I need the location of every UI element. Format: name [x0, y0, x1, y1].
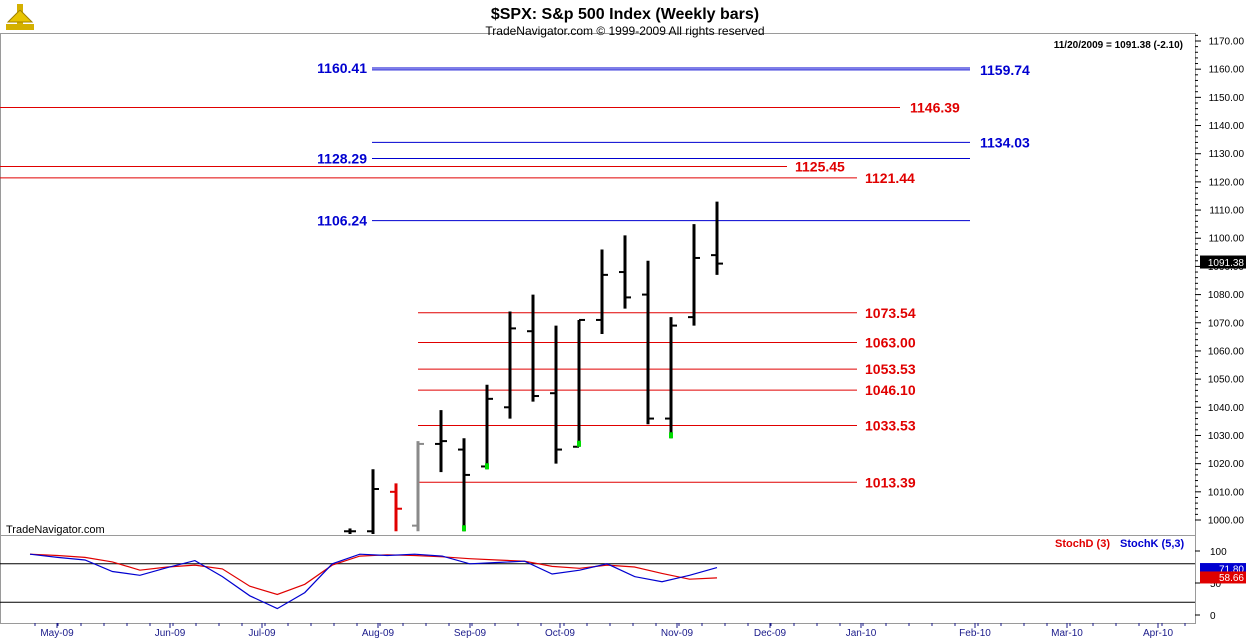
x-tick-label: Mar-10 — [1051, 628, 1083, 639]
last-price-box — [1200, 255, 1246, 269]
x-tick-label: Dec-09 — [754, 628, 787, 639]
reversal-marker — [669, 432, 673, 439]
ohlc-bar — [711, 201, 723, 275]
ohlc-bar — [665, 317, 677, 439]
ohlc-bar — [458, 438, 470, 532]
level-label: 1046.10 — [865, 382, 916, 398]
level-label: 1160.41 — [317, 60, 367, 76]
level-label: 1134.03 — [980, 134, 1030, 150]
last-price-info: 11/20/2009 = 1091.38 (-2.10) — [1054, 40, 1183, 51]
reversal-marker — [577, 440, 581, 447]
x-tick-label: Aug-09 — [362, 628, 395, 639]
x-tick-label: Feb-10 — [959, 628, 991, 639]
osc-tick-label: 50 — [1210, 579, 1222, 590]
chart-title: $SPX: S&p 500 Index (Weekly bars) — [491, 6, 759, 23]
last-price-marker: 1091.38 — [1200, 255, 1246, 269]
y-tick-label: 1070.00 — [1208, 318, 1245, 329]
y-tick-label: 1160.00 — [1209, 65, 1245, 76]
osc-tick-label: 0 — [1210, 611, 1216, 622]
y-tick-label: 1130.00 — [1209, 149, 1245, 160]
last-price-label: 1091.38 — [1208, 258, 1245, 269]
y-tick-label: 1140.00 — [1209, 121, 1245, 132]
legend-stochk: StochK (5,3) — [1120, 538, 1185, 550]
y-tick-label: 1040.00 — [1208, 403, 1245, 414]
copyright-text: TradeNavigator.com © 1999-2009 All right… — [485, 24, 764, 38]
ohlc-bar — [527, 294, 539, 402]
ohlc-bar — [344, 528, 356, 534]
time-x-axis: May-09 Jun-09 Jul-09 Aug-09 Sep-09 Oct-09 Nov-… — [34, 623, 1186, 639]
level-label: 1073.54 — [865, 305, 916, 321]
x-tick-label: Apr-10 — [1143, 628, 1173, 639]
ohlc-bar — [390, 483, 402, 532]
y-tick-label: 1110.00 — [1209, 206, 1244, 217]
reversal-marker — [485, 463, 489, 470]
support-resistance-levels: 1160.41 1159.74 1146.39 1134.03 1128.29 1125.… — [0, 60, 1030, 490]
price-panel-frame — [0, 33, 1196, 536]
x-tick-label: Nov-09 — [661, 628, 694, 639]
y-tick-label: 1030.00 — [1208, 431, 1245, 442]
ohlc-bar — [688, 224, 700, 326]
y-tick-label: 1120.00 — [1209, 177, 1245, 188]
x-tick-label: Jul-09 — [248, 628, 276, 639]
level-label: 1128.29 — [317, 151, 367, 167]
y-tick-label: 1000.00 — [1208, 516, 1245, 527]
level-label: 1159.74 — [980, 62, 1030, 78]
x-tick-label: Jan-10 — [846, 628, 877, 639]
y-tick-label: 1010.00 — [1208, 487, 1245, 498]
ohlc-bar — [504, 311, 516, 419]
stochk-value-label: 71.80 — [1219, 565, 1244, 576]
level-label: 1013.39 — [865, 474, 916, 490]
legend-stochd: StochD (3) — [1055, 538, 1110, 550]
osc-tick-label: 100 — [1210, 547, 1227, 558]
y-tick-label: 1150.00 — [1209, 93, 1245, 104]
x-tick-label: Sep-09 — [454, 628, 487, 639]
stochd-value-label: 58.66 — [1219, 573, 1244, 584]
ohlc-bar — [367, 469, 379, 534]
ohlc-bar — [412, 441, 424, 532]
y-tick-label: 1020.00 — [1208, 459, 1245, 470]
level-label: 1121.44 — [865, 170, 915, 186]
oscillator-panel-frame — [0, 535, 1196, 624]
y-tick-label: 1170.00 — [1209, 37, 1245, 48]
ohlc-bar — [550, 325, 562, 464]
ohlc-bar — [619, 235, 631, 309]
level-label: 1033.53 — [865, 418, 916, 434]
trade-navigator-logo-icon[interactable] — [6, 4, 34, 30]
level-label: 1063.00 — [865, 334, 916, 350]
x-tick-label: May-09 — [40, 628, 74, 639]
stochd-value-box — [1200, 571, 1246, 584]
level-label: 1125.45 — [795, 159, 845, 175]
osc-series-line — [29, 553, 718, 610]
y-tick-label: 1050.00 — [1208, 375, 1245, 386]
level-label: 1053.53 — [865, 361, 916, 377]
ohlc-bar — [596, 249, 608, 335]
level-label: 1146.39 — [910, 100, 960, 116]
y-tick-label: 1060.00 — [1208, 346, 1245, 357]
x-tick-label: Jun-09 — [155, 628, 186, 639]
y-tick-label: 1080.00 — [1208, 290, 1245, 301]
reversal-marker — [462, 525, 466, 532]
watermark-text: TradeNavigator.com — [6, 524, 105, 536]
ohlc-bar — [435, 410, 447, 473]
ohlc-bar — [642, 260, 654, 425]
ohlc-bars — [344, 201, 723, 534]
price-y-axis: 1000.00 1010.00 1020.00 1030.00 1040.00 1050.… — [1195, 34, 1245, 527]
x-tick-label: Oct-09 — [545, 628, 575, 639]
y-tick-label: 1100.00 — [1209, 234, 1245, 245]
level-label: 1106.24 — [317, 213, 367, 229]
